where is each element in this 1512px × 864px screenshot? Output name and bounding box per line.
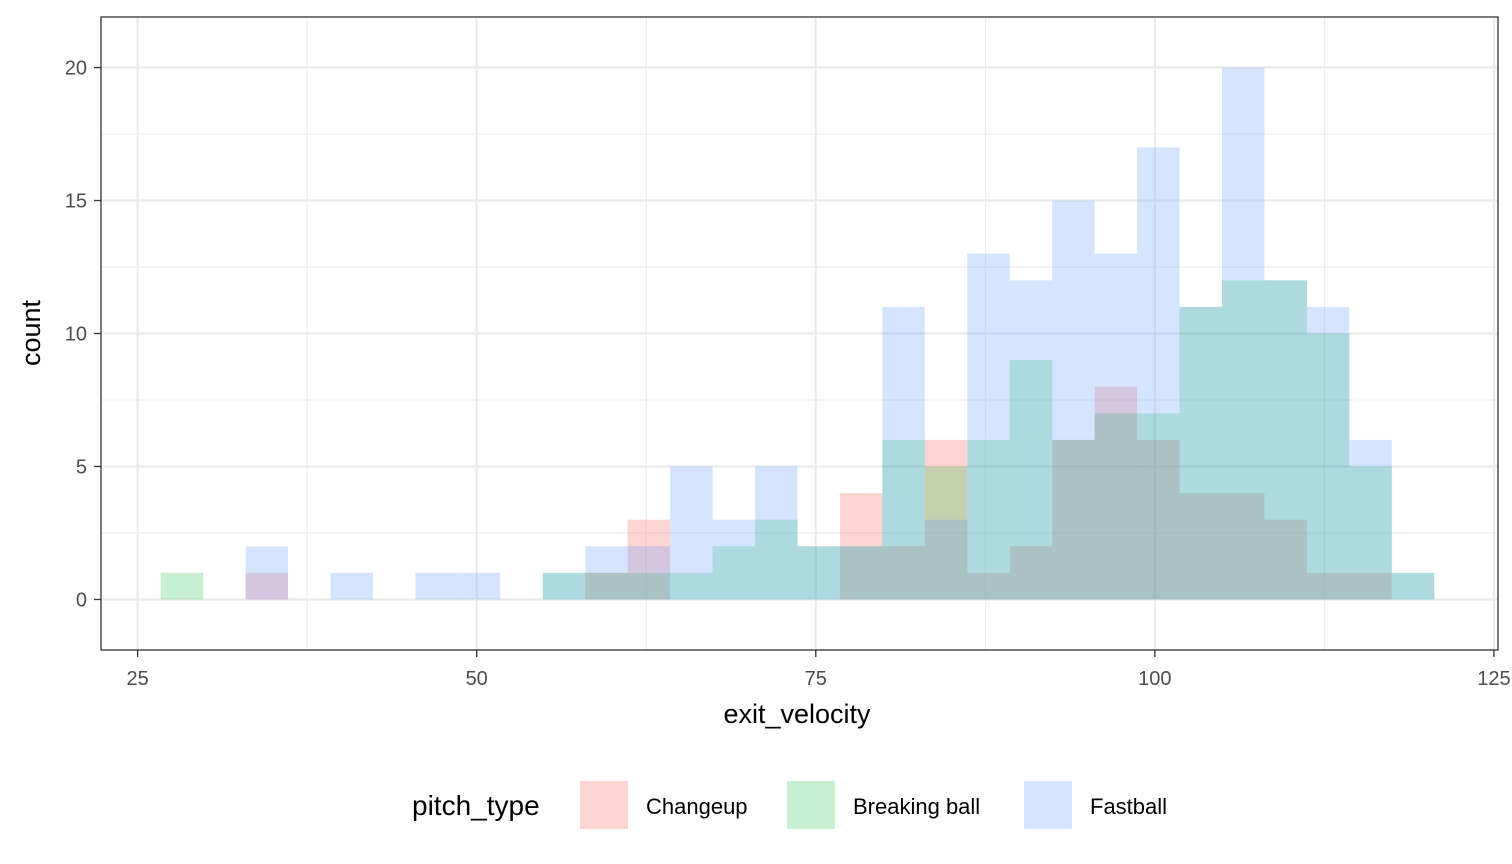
bar-changeup: [1137, 439, 1180, 600]
bar-breaking-ball: [1179, 306, 1222, 600]
legend-title: pitch_type: [412, 790, 540, 821]
bar-changeup: [1306, 572, 1350, 600]
series-changeup-bars: [245, 386, 1392, 600]
bar-fastball: [797, 546, 840, 600]
bar-breaking-ball: [839, 546, 883, 600]
bar-fastball: [1052, 200, 1095, 600]
bar-changeup: [1264, 519, 1307, 600]
legend: pitch_type Changeup Breaking ball Fastba…: [412, 781, 1167, 829]
y-tick-label: 0: [76, 589, 87, 611]
bar-fastball: [627, 546, 671, 600]
y-tick-label: 15: [65, 191, 87, 213]
bar-changeup: [1094, 386, 1138, 600]
bar-fastball: [1009, 280, 1053, 600]
bar-breaking-ball: [1009, 360, 1053, 600]
bar-fastball: [1264, 280, 1307, 600]
bar-changeup: [1009, 546, 1053, 600]
bar-breaking-ball: [627, 572, 671, 600]
bar-fastball: [585, 546, 628, 600]
bar-changeup: [627, 519, 671, 600]
series-fastball-bars: [245, 67, 1435, 600]
bar-fastball: [415, 572, 458, 600]
bar-fastball: [542, 572, 586, 600]
y-axis-title: count: [16, 299, 46, 366]
bar-fastball: [1391, 572, 1435, 600]
legend-key-fastball: [1024, 781, 1072, 829]
bar-changeup: [1179, 493, 1222, 600]
legend-key-changeup: [580, 781, 628, 829]
legend-label-breaking-ball: Breaking ball: [853, 794, 980, 819]
bar-fastball: [924, 519, 968, 600]
bar-breaking-ball: [1137, 413, 1180, 600]
bar-fastball: [1221, 67, 1265, 600]
bar-changeup: [967, 572, 1010, 600]
x-tick-label: 100: [1138, 668, 1171, 690]
bar-changeup: [1052, 439, 1095, 600]
bar-breaking-ball: [160, 572, 204, 600]
bar-breaking-ball: [924, 466, 968, 600]
y-tick-label: 20: [65, 58, 87, 80]
bar-breaking-ball: [882, 439, 925, 600]
bar-breaking-ball: [967, 439, 1010, 600]
bar-breaking-ball: [797, 546, 840, 600]
series-breaking-ball-bars: [160, 280, 1435, 600]
bar-fastball: [670, 466, 713, 600]
bar-changeup: [1349, 572, 1392, 600]
bar-fastball: [1179, 306, 1222, 600]
bar-fastball: [839, 546, 883, 600]
bar-fastball: [967, 253, 1010, 600]
bar-fastball: [882, 306, 925, 600]
bar-breaking-ball: [1221, 280, 1265, 600]
bar-breaking-ball: [712, 546, 756, 600]
bar-changeup: [585, 572, 628, 600]
bar-breaking-ball: [1094, 413, 1138, 600]
x-axis: 25 50 75 100 125: [126, 650, 1511, 690]
y-tick-label: 5: [76, 456, 87, 478]
bar-fastball: [1349, 439, 1392, 600]
x-tick-label: 25: [126, 668, 148, 690]
bar-changeup: [839, 493, 883, 600]
bar-changeup: [924, 439, 968, 600]
bar-breaking-ball: [1052, 439, 1095, 600]
y-tick-label: 10: [65, 324, 87, 346]
bar-fastball: [712, 519, 756, 600]
bar-fastball: [1094, 253, 1138, 600]
bar-fastball: [1306, 306, 1350, 600]
bar-breaking-ball: [542, 572, 586, 600]
y-axis: 0 5 10 15 20: [65, 58, 101, 611]
bar-breaking-ball: [585, 572, 628, 600]
legend-label-changeup: Changeup: [646, 794, 748, 819]
bar-fastball: [457, 572, 501, 600]
legend-label-fastball: Fastball: [1090, 794, 1167, 819]
bar-changeup: [882, 546, 925, 600]
bar-breaking-ball: [670, 572, 713, 600]
x-tick-label: 125: [1477, 668, 1510, 690]
bar-fastball: [1137, 147, 1180, 600]
x-axis-title: exit_velocity: [723, 699, 871, 729]
bar-breaking-ball: [1391, 572, 1435, 600]
bar-fastball: [755, 466, 798, 600]
bar-changeup: [1221, 493, 1265, 600]
major-gridlines: [101, 17, 1498, 650]
bar-breaking-ball: [1306, 333, 1350, 600]
bar-breaking-ball: [1264, 280, 1307, 600]
bar-breaking-ball: [1349, 466, 1392, 600]
x-tick-label: 75: [805, 668, 827, 690]
x-tick-label: 50: [466, 668, 488, 690]
bar-changeup: [245, 572, 289, 600]
bar-breaking-ball: [755, 519, 798, 600]
bar-fastball: [245, 546, 289, 600]
bar-fastball: [330, 572, 373, 600]
legend-key-breaking-ball: [787, 781, 835, 829]
